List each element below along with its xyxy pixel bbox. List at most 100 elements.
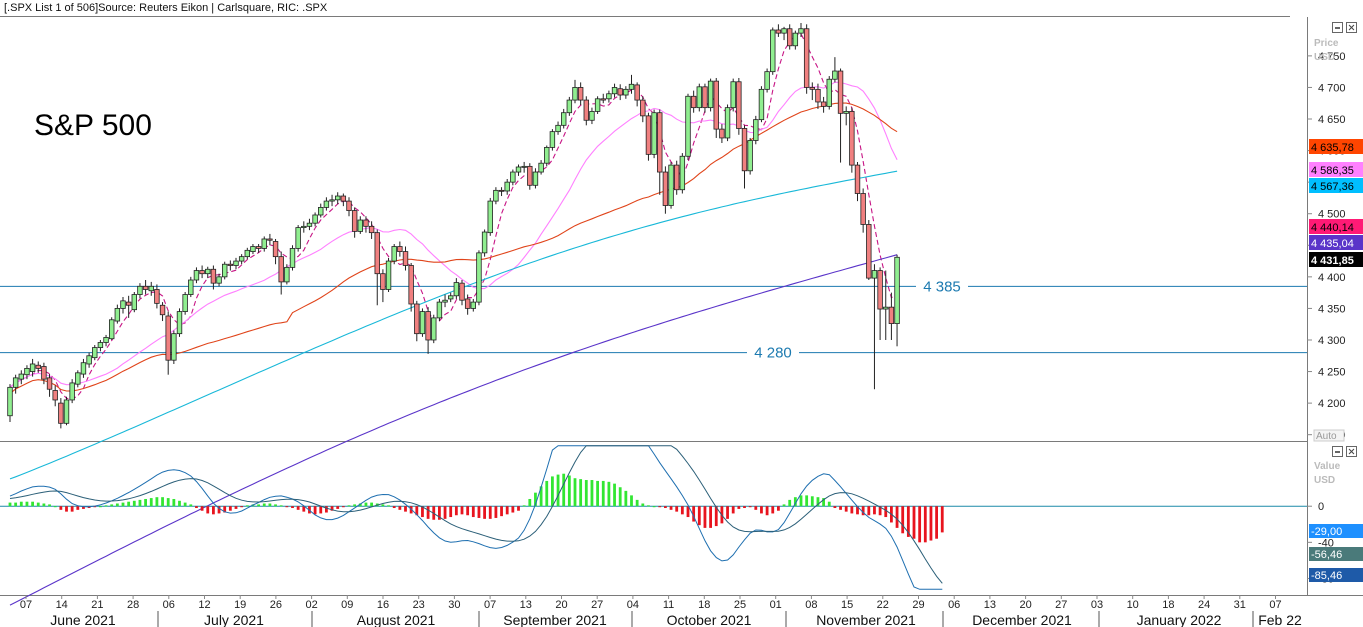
- close-pane-icon[interactable]: [1346, 22, 1357, 33]
- indicator-badge-label: -56,46: [1311, 549, 1342, 561]
- time-tick-label: 30: [448, 599, 460, 611]
- time-tick-label: 12: [198, 599, 210, 611]
- histogram-bar: [737, 506, 741, 509]
- time-tick-label: 31: [1234, 599, 1246, 611]
- indicator-badge: [1309, 524, 1363, 538]
- histogram-bar: [754, 506, 758, 510]
- histogram-bar: [471, 506, 475, 518]
- candle-body: [713, 80, 719, 130]
- histogram-bar: [912, 506, 916, 539]
- histogram-bar: [296, 506, 300, 510]
- minimize-indicator-icon[interactable]: [1332, 446, 1343, 457]
- month-label: September 2021: [503, 612, 607, 627]
- candle-body: [561, 112, 567, 126]
- close-indicator-icon[interactable]: [1346, 446, 1357, 457]
- support-level-label-bg: [916, 277, 968, 295]
- candle-body: [52, 390, 58, 401]
- time-tick-label: 10: [1127, 599, 1139, 611]
- histogram-bar: [906, 506, 910, 537]
- histogram-bar: [353, 504, 357, 507]
- candle-body: [182, 294, 188, 312]
- candle-body: [419, 311, 426, 335]
- histogram-bar: [115, 503, 119, 507]
- candle-body: [820, 101, 827, 107]
- candle-body: [747, 140, 753, 172]
- candle-body: [510, 171, 516, 183]
- histogram-bar: [833, 506, 837, 509]
- histogram-bar: [443, 506, 447, 519]
- candle-body: [549, 131, 556, 148]
- candle-body: [199, 270, 205, 275]
- candle-body: [888, 306, 895, 324]
- candle-body: [453, 282, 460, 297]
- time-tick-label: 04: [627, 599, 639, 611]
- candle-body: [103, 337, 109, 343]
- histogram-bar: [940, 506, 944, 533]
- indicator-pane-controls: [1332, 446, 1360, 460]
- minimize-pane-icon[interactable]: [1332, 22, 1343, 33]
- candle-body: [476, 252, 482, 303]
- histogram-bar: [8, 502, 12, 507]
- month-label: Feb 22: [1258, 612, 1302, 627]
- time-tick-label: 28: [127, 599, 139, 611]
- candle-body: [295, 227, 301, 249]
- histogram-bar: [500, 506, 503, 517]
- price-tick-label: 4 250: [1318, 367, 1346, 379]
- ma-purple-line: [9, 254, 898, 606]
- time-tick-label: 18: [698, 599, 710, 611]
- macd-line: [9, 445, 943, 590]
- candle-body: [894, 256, 900, 324]
- candle-body: [606, 93, 612, 100]
- time-tick-label: 24: [1198, 599, 1210, 611]
- candle-body: [267, 238, 273, 241]
- candle-body: [75, 372, 81, 385]
- candle-body: [193, 270, 200, 281]
- auto-scale-button: [1313, 429, 1345, 442]
- price-tick-label: 4 200: [1318, 398, 1346, 410]
- candle-body: [109, 319, 115, 340]
- histogram-bar: [562, 473, 566, 507]
- candle-body: [459, 282, 465, 301]
- histogram-bar: [358, 503, 362, 507]
- candle-body: [883, 306, 889, 310]
- price-badge-label: 4 440,14: [1311, 222, 1354, 234]
- candle-body: [227, 263, 234, 266]
- candle-body: [640, 99, 646, 117]
- candle-body: [668, 164, 674, 206]
- histogram-bar: [347, 505, 351, 507]
- histogram-bar: [935, 506, 938, 539]
- candle-body: [414, 303, 420, 335]
- histogram-bar: [454, 506, 458, 516]
- candle-body: [255, 246, 262, 249]
- time-tick-label: 27: [1055, 599, 1067, 611]
- candle-body: [380, 273, 386, 290]
- candle-body: [736, 81, 742, 129]
- candle-body: [261, 238, 267, 249]
- month-label: November 2021: [816, 612, 916, 627]
- histogram-bar: [172, 498, 176, 507]
- histogram-bar: [703, 506, 707, 528]
- histogram-bar: [279, 505, 283, 507]
- histogram-bar: [652, 506, 656, 508]
- candle-body: [69, 382, 75, 401]
- histogram-bar: [680, 506, 684, 515]
- histogram-bar: [839, 506, 842, 510]
- candle-body: [521, 165, 527, 168]
- histogram-bar: [528, 498, 532, 507]
- candle-body: [719, 128, 725, 139]
- candle-body: [58, 402, 64, 424]
- histogram-bar: [607, 481, 611, 507]
- histogram-bar: [675, 506, 679, 512]
- candle-body: [770, 29, 776, 73]
- candle-body: [289, 248, 296, 268]
- histogram-bar: [748, 506, 752, 508]
- candle-body: [832, 70, 838, 80]
- histogram-bar: [641, 503, 645, 507]
- candle-body: [86, 355, 92, 365]
- candle-body: [346, 200, 352, 211]
- month-label: October 2021: [667, 612, 752, 627]
- histogram-bar: [856, 506, 859, 515]
- histogram-bar: [245, 505, 249, 507]
- candle-body: [470, 301, 476, 309]
- indicator-unit-label-2: USD: [1314, 475, 1335, 486]
